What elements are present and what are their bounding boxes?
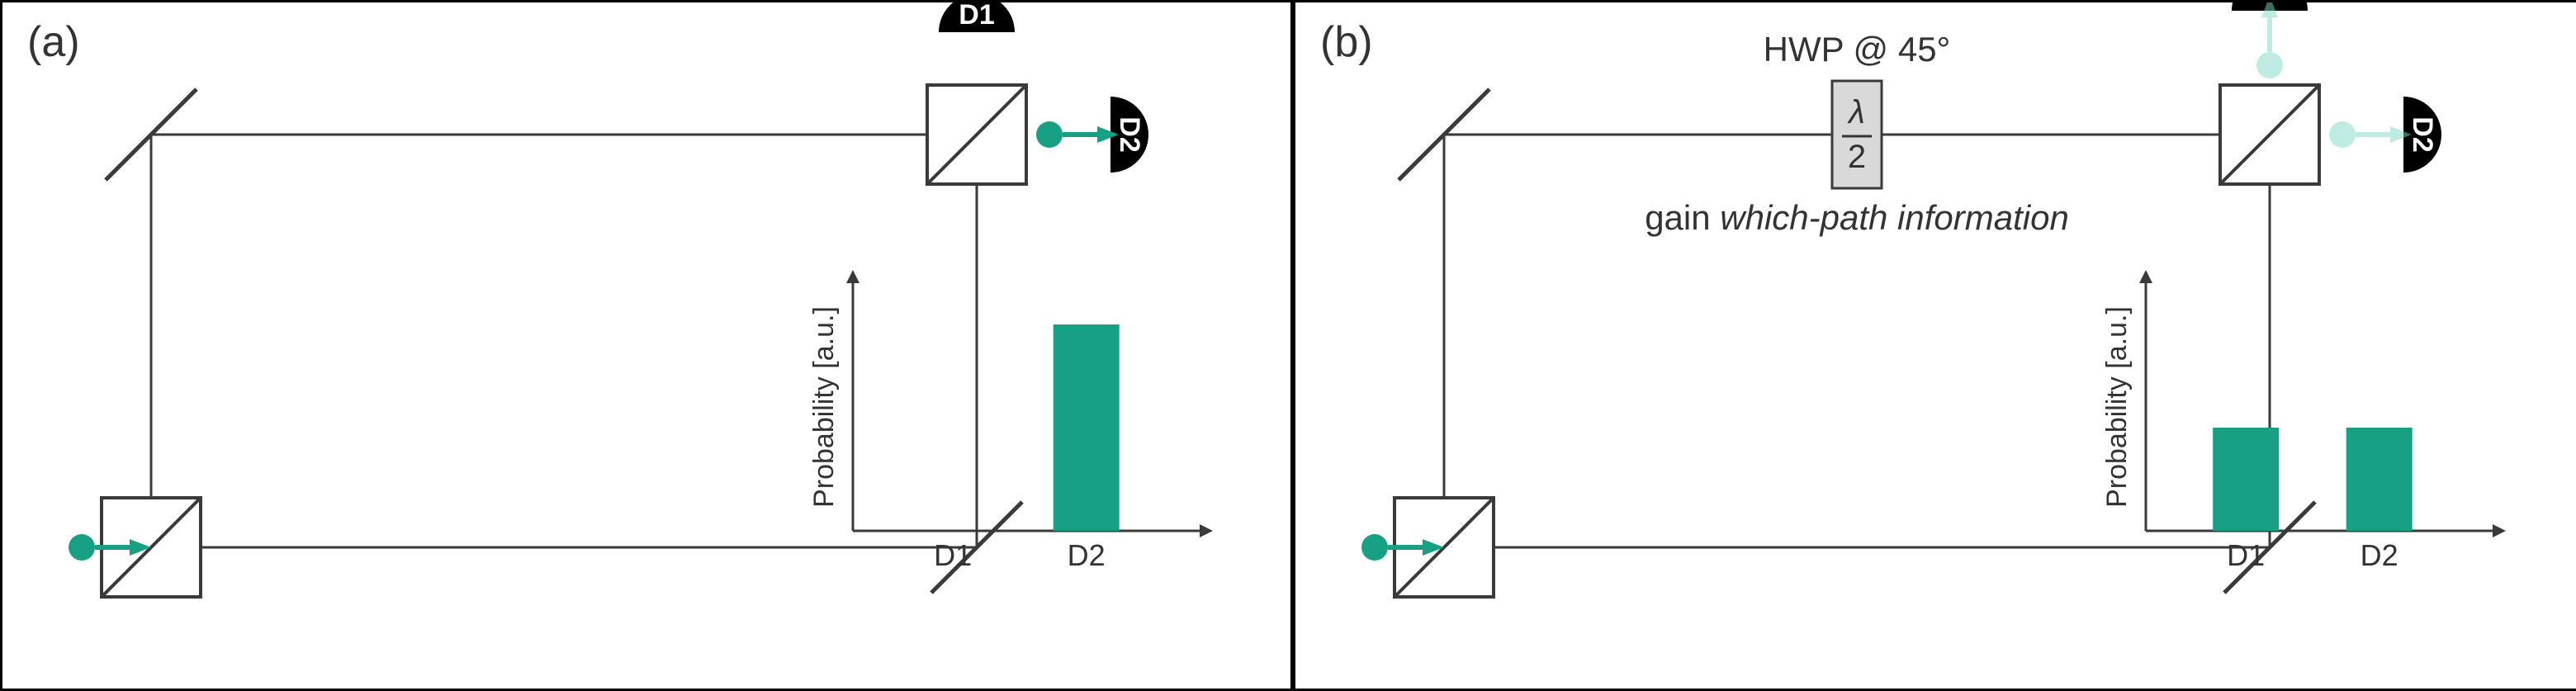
- photon-marker: [2256, 2, 2283, 78]
- svg-text:D1: D1: [959, 2, 994, 31]
- probability-chart: Probability [a.u.] D1 D2: [2101, 270, 2506, 572]
- figure-wrap: (a) D1 D2 Probability [a.u.] D1 D2 (b) λ 2 HWP…: [0, 0, 2576, 691]
- svg-text:D1: D1: [2227, 538, 2265, 572]
- svg-text:λ: λ: [1847, 94, 1865, 130]
- bar: [2213, 428, 2279, 531]
- photon-marker: [1036, 121, 1119, 148]
- detector: D1: [939, 2, 1015, 32]
- probability-chart: Probability [a.u.] D1 D2: [808, 270, 1213, 572]
- panel-a-label: (a): [27, 17, 80, 67]
- panel-a: (a) D1 D2Probability [a.u.] D1 D2: [0, 0, 1293, 691]
- svg-text:2: 2: [1848, 139, 1866, 175]
- svg-text:D1: D1: [934, 538, 972, 572]
- bar: [1054, 324, 1120, 531]
- svg-text:Probability [a.u.]: Probability [a.u.]: [2101, 306, 2133, 508]
- diagram-b: λ 2 HWP @ 45° gain which-path information D1…: [1295, 2, 2576, 689]
- photon-marker: [2329, 121, 2412, 148]
- svg-text:D2: D2: [1068, 538, 1106, 572]
- svg-text:gain which-path information: gain which-path information: [1645, 198, 2069, 237]
- svg-text:Probability [a.u.]: Probability [a.u.]: [808, 306, 840, 508]
- svg-text:D2: D2: [2361, 538, 2398, 572]
- diagram-a: D1 D2Probability [a.u.] D1 D2: [2, 2, 1290, 689]
- panel-b-label: (b): [1320, 17, 1373, 67]
- bar: [2346, 428, 2413, 531]
- panel-b: (b) λ 2 HWP @ 45° gain which-path informati…: [1293, 0, 2576, 691]
- svg-text:HWP @ 45°: HWP @ 45°: [1764, 30, 1951, 69]
